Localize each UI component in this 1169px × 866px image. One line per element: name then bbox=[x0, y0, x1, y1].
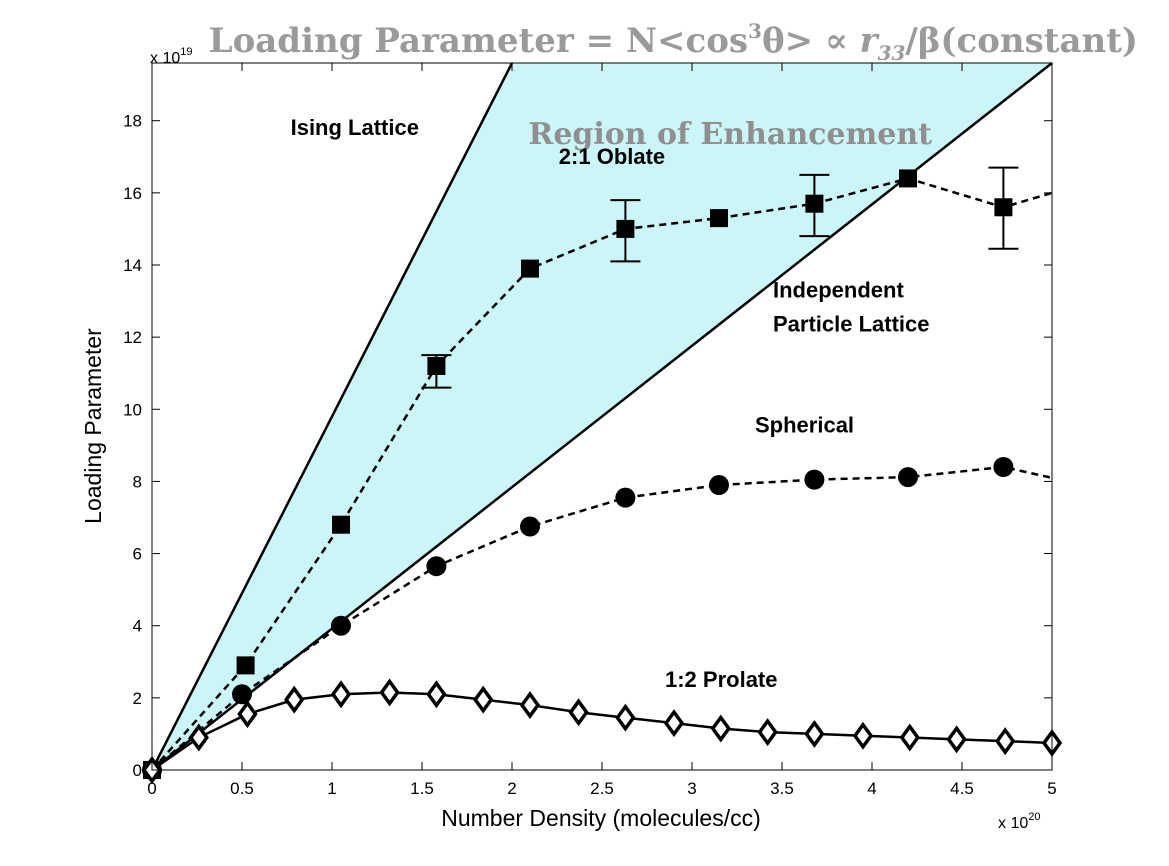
data-point bbox=[330, 680, 352, 709]
data-point bbox=[852, 721, 874, 750]
data-point bbox=[898, 467, 918, 488]
x-tick-label: 1.5 bbox=[410, 779, 434, 798]
data-point bbox=[473, 685, 494, 714]
data-point bbox=[805, 194, 824, 213]
data-point bbox=[426, 556, 447, 577]
region-label: Region of Enhancement bbox=[528, 117, 932, 152]
data-point bbox=[520, 516, 540, 537]
data-point bbox=[188, 723, 209, 752]
x-tick-label: 0.5 bbox=[230, 779, 254, 798]
annotation-label: Particle Lattice bbox=[773, 312, 930, 337]
data-point bbox=[995, 727, 1016, 756]
data-point bbox=[284, 685, 305, 714]
y-tick-label: 4 bbox=[133, 617, 142, 636]
y-tick-label: 14 bbox=[123, 256, 142, 275]
annotation-label: Ising Lattice bbox=[291, 115, 419, 140]
y-tick-label: 0 bbox=[133, 761, 142, 780]
annotation-label: Spherical bbox=[755, 413, 854, 438]
reference-line-0 bbox=[150, 62, 514, 771]
data-point bbox=[426, 680, 447, 709]
data-point bbox=[521, 259, 539, 278]
data-point bbox=[804, 469, 825, 490]
x-tick-label: 3 bbox=[687, 779, 696, 798]
series-layer bbox=[141, 166, 1063, 784]
y-tick-label: 10 bbox=[123, 400, 142, 419]
data-point bbox=[519, 691, 541, 720]
series-2 bbox=[141, 678, 1063, 784]
data-point bbox=[709, 475, 729, 496]
data-point bbox=[568, 698, 589, 727]
x-tick-label: 4 bbox=[867, 779, 876, 798]
data-point bbox=[757, 718, 778, 747]
series-line-1 bbox=[151, 465, 1053, 771]
data-point bbox=[331, 615, 351, 636]
annotation-label: 1:2 Prolate bbox=[665, 667, 778, 692]
data-point bbox=[993, 457, 1014, 477]
annotation-label: Independent bbox=[773, 277, 904, 302]
y-tick-label: 2 bbox=[133, 689, 142, 708]
data-point bbox=[332, 515, 350, 534]
annotation-label: 2:1 Oblate bbox=[559, 144, 665, 169]
y-axis-label: Loading Parameter bbox=[80, 328, 106, 524]
x-axis-exponent: x 1020 bbox=[998, 811, 1041, 832]
y-tick-label: 16 bbox=[123, 184, 142, 203]
data-point bbox=[710, 714, 731, 743]
data-point bbox=[710, 209, 728, 228]
y-tick-label: 6 bbox=[133, 545, 142, 564]
x-tick-label: 2 bbox=[507, 779, 516, 798]
x-tick-label: 5 bbox=[1047, 779, 1056, 798]
x-tick-label: 4.5 bbox=[950, 779, 974, 798]
data-point bbox=[946, 725, 967, 754]
series-0 bbox=[143, 166, 1053, 779]
x-tick-label: 2.5 bbox=[590, 779, 614, 798]
data-point bbox=[236, 656, 255, 675]
data-point bbox=[237, 700, 258, 729]
x-tick-label: 1 bbox=[327, 779, 336, 798]
data-point bbox=[994, 198, 1013, 217]
plot-area: 0 0.5 1 1.5 2 2.5 3 3.5 4 4.5 5 0 2 4 6 8 10 12 14 16 18 bbox=[123, 62, 1063, 798]
y-tick-label: 18 bbox=[123, 112, 142, 131]
data-point bbox=[663, 709, 685, 738]
data-point bbox=[427, 357, 446, 375]
y-tick-label: 8 bbox=[133, 472, 142, 491]
data-point bbox=[899, 723, 920, 752]
annotations: Ising Lattice 2:1 Oblate Independent Partic… bbox=[291, 115, 930, 692]
series-line-2 bbox=[151, 691, 1053, 772]
x-tick-label: 3.5 bbox=[770, 779, 794, 798]
y-tick-label: 12 bbox=[123, 328, 142, 347]
x-axis-label: Number Density (molecules/cc) bbox=[441, 805, 761, 831]
data-point bbox=[804, 719, 825, 748]
data-point bbox=[232, 684, 252, 705]
data-point bbox=[615, 487, 636, 508]
x-tick-label: 0 bbox=[147, 779, 156, 798]
chart-title: Loading Parameter = N<cos3θ> ∝ r33/β(con… bbox=[209, 19, 1138, 65]
data-point bbox=[899, 169, 917, 188]
ticks-layer: 0 0.5 1 1.5 2 2.5 3 3.5 4 4.5 5 0 2 4 6 8 10 12 14 16 18 bbox=[123, 63, 1057, 798]
data-point bbox=[615, 703, 636, 732]
y-axis-exponent: x 1019 bbox=[150, 46, 193, 67]
data-point bbox=[616, 219, 635, 238]
data-point bbox=[379, 678, 400, 707]
